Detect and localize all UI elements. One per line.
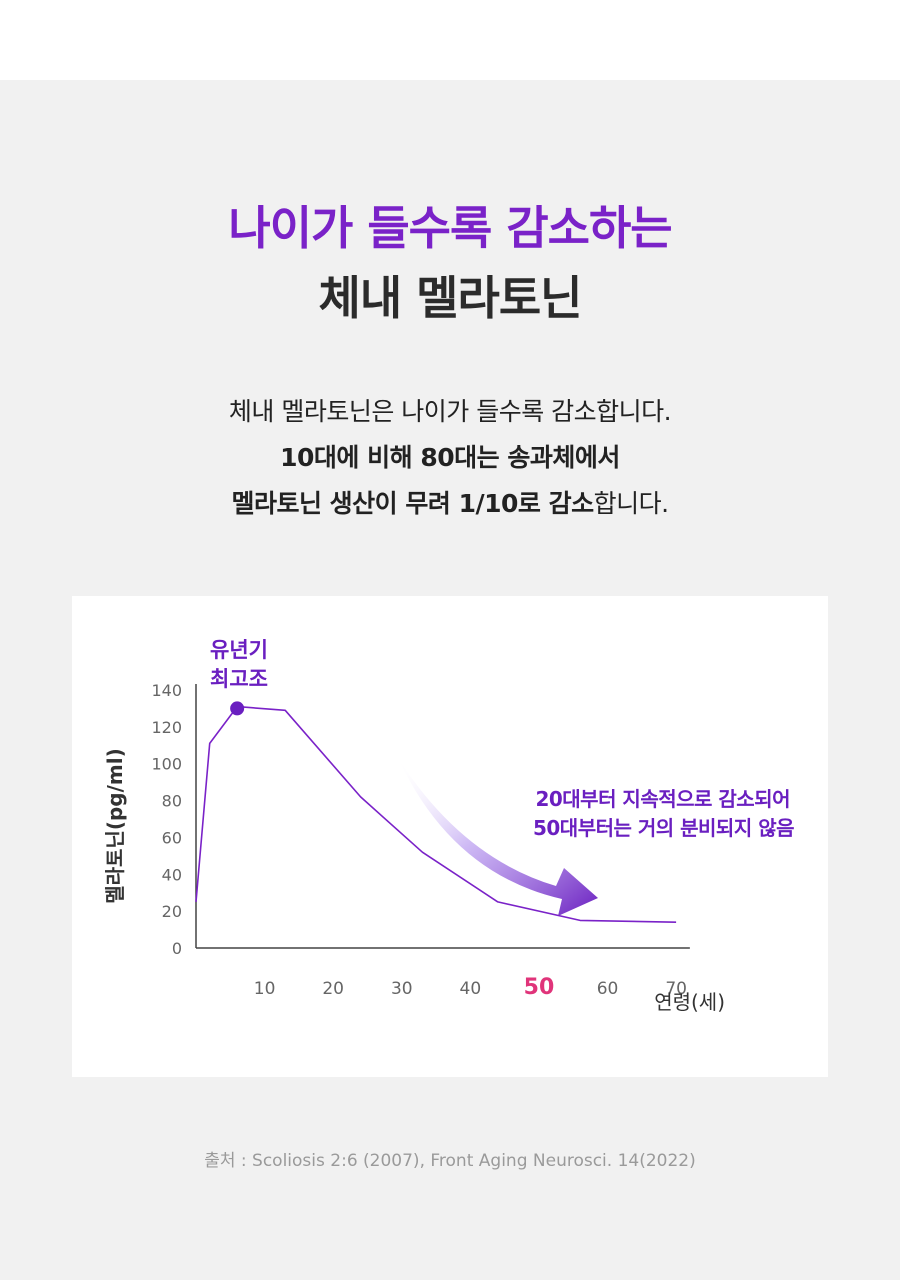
source-citation: 출처 : Scoliosis 2:6 (2007), Front Aging N… xyxy=(204,1151,696,1171)
description-line-3-tail: 합니다. xyxy=(593,489,669,518)
description-line-1: 체내 멜라토닌은 나이가 들수록 감소합니다. xyxy=(228,397,672,426)
chart-card: 0 20 40 60 80 100 120 140 10 20 30 40 50 60 70 유년기 최고… xyxy=(72,596,828,1077)
x-axis-label: 연령(세) xyxy=(654,990,725,1014)
y-tick-label: 0 xyxy=(172,939,182,958)
description-line-3-bold: 멜라토닌 생산이 무려 1/10로 감소 xyxy=(231,489,594,518)
x-tick-label: 30 xyxy=(391,979,413,999)
melatonin-series-line-0 xyxy=(195,705,677,923)
headline-main: 체내 멜라토닌 xyxy=(318,271,583,325)
x-tick-label-highlight: 50 xyxy=(524,975,555,1000)
description-line-3: 멜라토닌 생산이 무려 1/10로 감소합니다. xyxy=(0,484,900,520)
y-tick-label: 60 xyxy=(162,828,182,847)
y-tick-label: 40 xyxy=(162,865,182,884)
melatonin-chart: 0 20 40 60 80 100 120 140 10 20 30 40 50 60 70 유년기 최고… xyxy=(103,638,795,1014)
decline-arrow-icon xyxy=(398,758,598,916)
annotation-line-1: 20대부터 지속적으로 감소되어 xyxy=(535,787,790,811)
y-tick-label: 80 xyxy=(162,792,182,811)
x-tick-label: 60 xyxy=(597,979,619,999)
peak-label-line-2: 최고조 xyxy=(210,667,268,691)
annotation-line-2: 50대부터는 거의 분비되지 않음 xyxy=(533,816,794,840)
peak-label-line-1: 유년기 xyxy=(210,638,268,662)
y-axis-label: 멜라토닌(pg/ml) xyxy=(103,748,127,904)
x-tick-label: 10 xyxy=(254,979,276,999)
y-tick-label: 120 xyxy=(151,718,182,737)
peak-point xyxy=(230,701,245,716)
x-tick-label: 70 xyxy=(665,979,687,999)
headline-accent: 나이가 들수록 감소하는 xyxy=(228,201,672,255)
description-line-2: 10대에 비해 80대는 송과체에서 xyxy=(280,443,620,472)
x-tick-label: 40 xyxy=(460,979,482,999)
y-tick-label: 20 xyxy=(162,902,182,921)
x-tick-label: 20 xyxy=(322,979,344,999)
top-band xyxy=(0,0,900,80)
y-tick-label: 100 xyxy=(151,755,182,774)
y-tick-label: 140 xyxy=(151,681,182,700)
